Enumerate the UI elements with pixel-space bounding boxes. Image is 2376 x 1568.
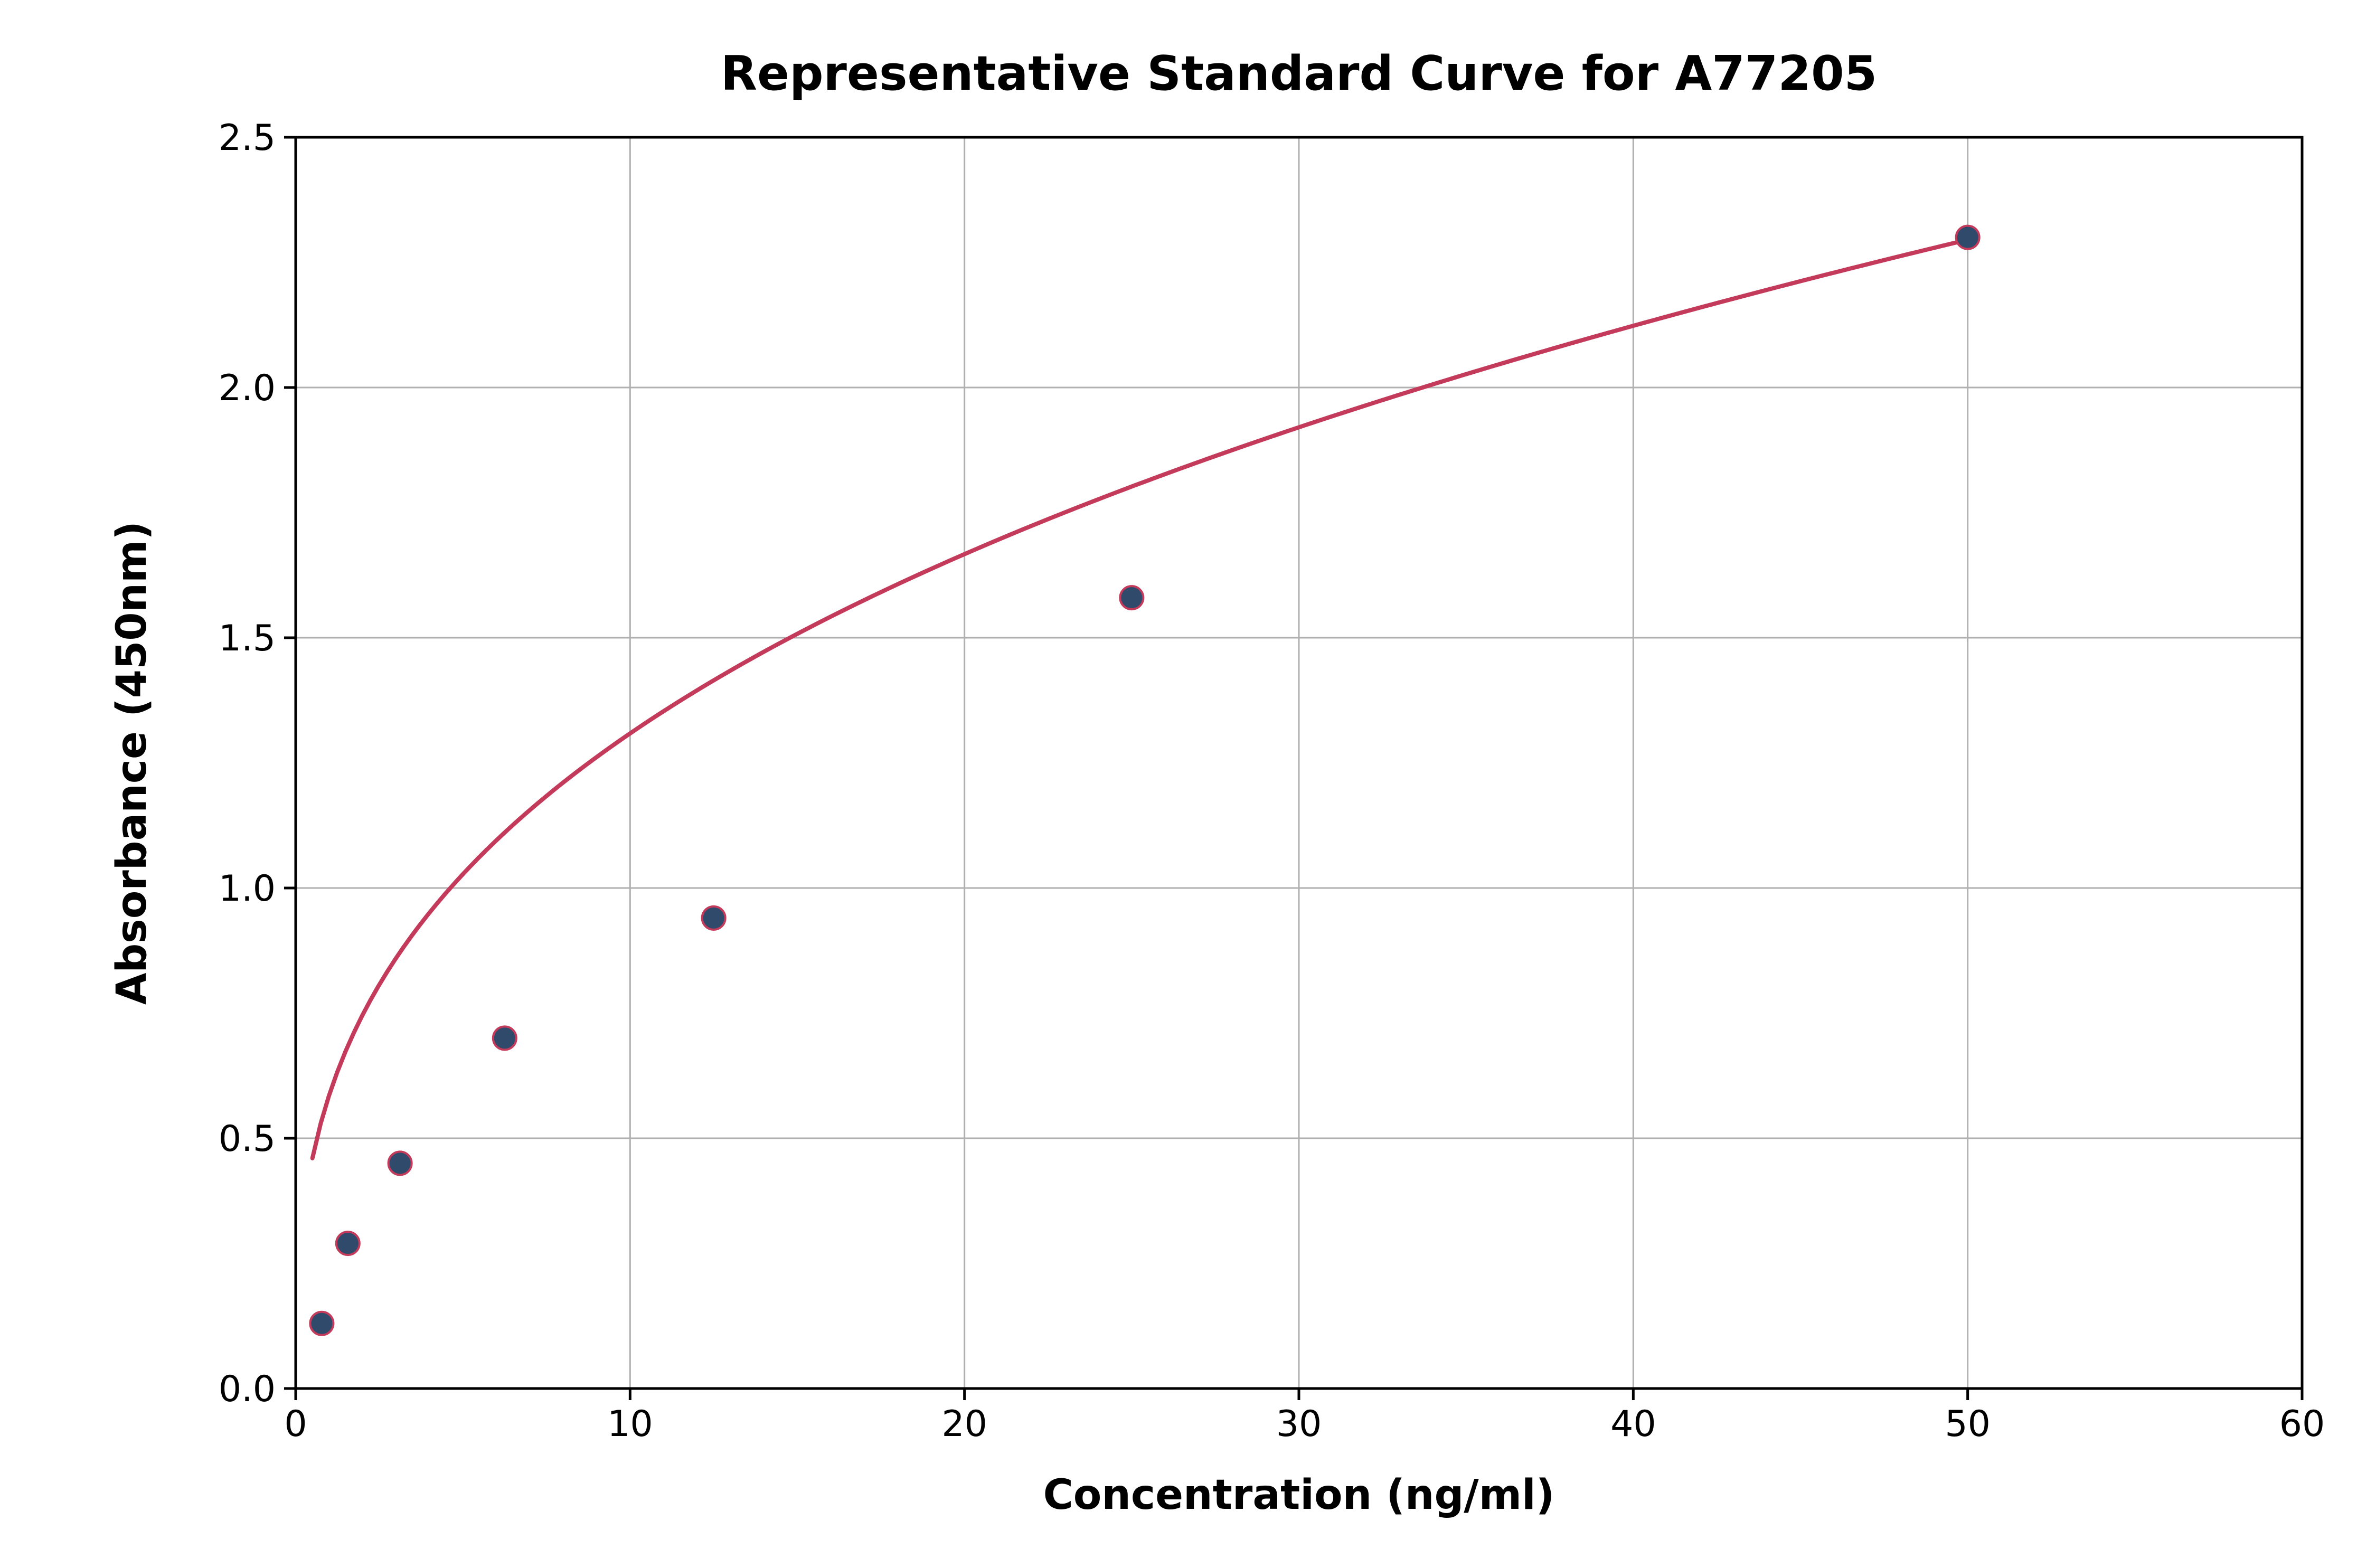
x-tick-label: 10 bbox=[607, 1403, 653, 1445]
x-tick-label: 60 bbox=[2279, 1403, 2325, 1445]
x-tick-label: 50 bbox=[1945, 1403, 1991, 1445]
data-point bbox=[1956, 226, 1979, 249]
y-tick-label: 0.5 bbox=[219, 1118, 276, 1160]
y-tick-label: 1.5 bbox=[219, 618, 276, 659]
data-point bbox=[702, 906, 725, 930]
data-point bbox=[310, 1312, 333, 1335]
y-tick-label: 2.0 bbox=[219, 367, 276, 409]
chart-title: Representative Standard Curve for A77205 bbox=[721, 46, 1878, 101]
y-tick-label: 2.5 bbox=[219, 117, 276, 159]
y-tick-label: 0.0 bbox=[219, 1368, 276, 1410]
x-axis-label: Concentration (ng/ml) bbox=[1043, 1471, 1555, 1519]
chart-container: 0 10 20 30 40 50 60 0.0 0.5 1.0 1.5 2.0 2.5 Concentra… bbox=[0, 0, 2376, 1568]
data-point bbox=[493, 1026, 516, 1050]
y-axis-label: Absorbance (450nm) bbox=[108, 521, 156, 1005]
x-tick-label: 0 bbox=[284, 1403, 307, 1445]
data-point bbox=[389, 1151, 412, 1175]
data-point bbox=[336, 1232, 360, 1255]
x-tick-label: 40 bbox=[1610, 1403, 1656, 1445]
standard-curve-chart: 0 10 20 30 40 50 60 0.0 0.5 1.0 1.5 2.0 2.5 Concentra… bbox=[0, 0, 2376, 1568]
x-tick-label: 20 bbox=[941, 1403, 987, 1445]
y-tick-label: 1.0 bbox=[219, 868, 276, 910]
data-point bbox=[1120, 586, 1143, 609]
x-tick-label: 30 bbox=[1276, 1403, 1322, 1445]
